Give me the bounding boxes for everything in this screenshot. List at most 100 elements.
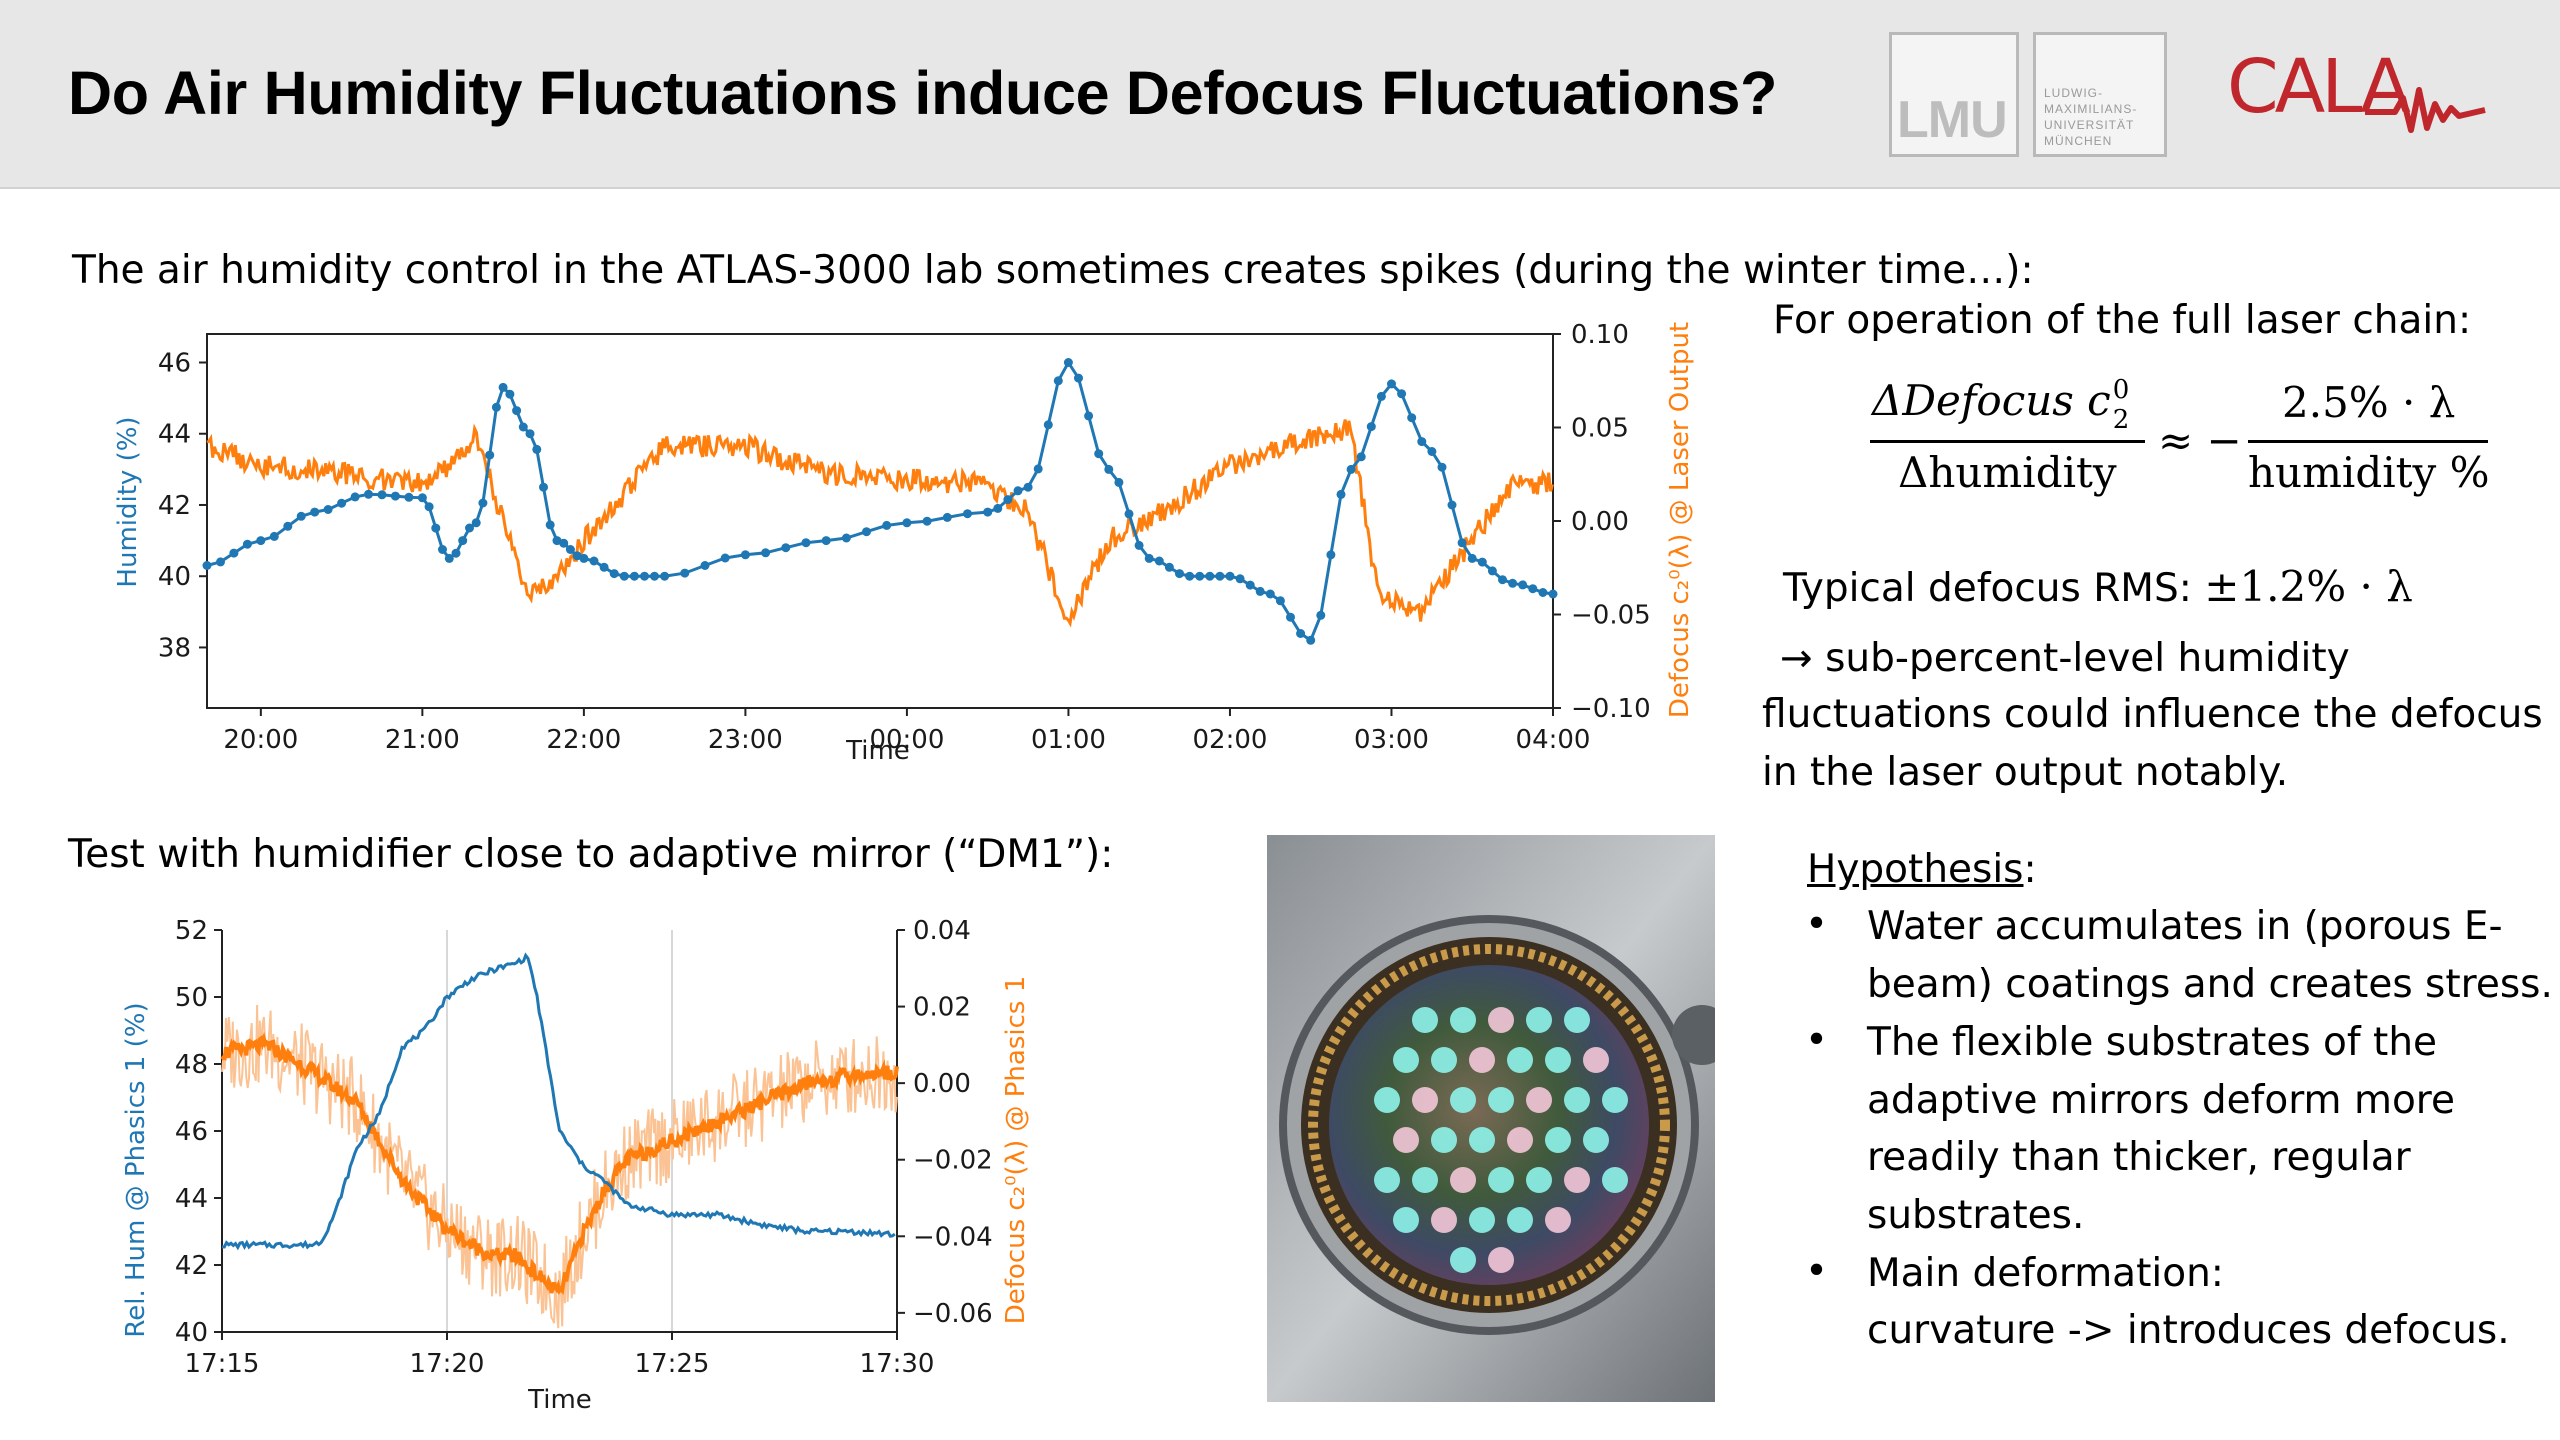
humidity-data-point (1356, 452, 1366, 462)
humidity-data-point (1538, 588, 1548, 597)
y-right-tick-label: 0.05 (1571, 414, 1629, 444)
humidity-data-point (512, 406, 522, 416)
hypothesis-item-line: readily than thicker, regular (1867, 1135, 2411, 1180)
humidity-data-point (609, 569, 619, 579)
lmu-logo: LMU (1889, 32, 2019, 157)
humidity-data-point (478, 498, 488, 508)
x-tick-label: 17:30 (860, 1349, 935, 1379)
y-left-tick-label: 46 (158, 348, 191, 378)
humidity-data-point (942, 512, 952, 522)
humidity-data-point (296, 511, 306, 521)
humidity-series-line (221, 952, 896, 1251)
humidity-data-point (1053, 376, 1063, 386)
x-tick-label: 17:25 (635, 1349, 710, 1379)
humidity-data-point (1195, 571, 1205, 581)
humidity-data-point (599, 562, 609, 572)
humidity-data-point (229, 548, 239, 558)
humidity-data-point (1518, 580, 1528, 590)
y-right-tick-label: 0.00 (1571, 507, 1629, 537)
humidity-data-point (629, 571, 639, 581)
humidity-data-point (1417, 437, 1427, 447)
y-right-tick-label: −0.10 (1571, 694, 1651, 724)
humidity-data-point (1225, 571, 1235, 581)
humidity-data-point (1255, 586, 1265, 596)
humidity-data-point (1023, 482, 1033, 492)
plot-frame (206, 333, 1554, 709)
lmu-name-line: UNIVERSITÄT (2044, 118, 2135, 132)
humidity-data-point (364, 489, 373, 499)
humidity-data-point (1427, 447, 1437, 456)
y-right-tick-label: 0.10 (1571, 320, 1629, 350)
humidity-data-point (269, 531, 279, 541)
humidity-data-point (377, 490, 387, 500)
defocus-series-line (220, 1031, 899, 1296)
humidity-data-point (242, 539, 252, 549)
humidity-data-point (1477, 557, 1487, 567)
humidity-data-point (444, 553, 454, 563)
humidity-data-point (1326, 550, 1336, 560)
actuator-dot (1583, 1047, 1609, 1073)
y-left-tick-label: 46 (175, 1117, 208, 1147)
eq-fraction-bar (2248, 440, 2488, 443)
x-tick-label: 02:00 (1192, 725, 1267, 755)
humidity-data-point (821, 536, 831, 546)
y-left-tick-label: 48 (175, 1050, 208, 1080)
humidity-data-point (532, 444, 542, 454)
actuator-dot (1507, 1047, 1533, 1073)
humidity-data-point (680, 568, 690, 578)
humidity-data-point (1205, 571, 1215, 581)
humidity-data-point (1306, 635, 1316, 645)
actuator-dot (1564, 1007, 1590, 1033)
actuator-dot (1450, 1007, 1476, 1033)
x-tick-label: 21:00 (385, 725, 460, 755)
humidifier-test-chart: 17:15 17:20 17:25 17:30 40 42 44 46 48 50 52 0.04 0.… (121, 916, 1031, 1415)
humidity-data-point (491, 402, 501, 412)
lmu-logo-text: LMU (1897, 91, 2008, 149)
actuator-dot (1469, 1127, 1495, 1153)
humidity-data-point (1043, 420, 1053, 430)
actuator-dot (1602, 1167, 1628, 1193)
actuator-dot (1450, 1087, 1476, 1113)
lmu-name-line: MAXIMILIANS- (2044, 102, 2138, 116)
defocus-series-line (206, 419, 1554, 628)
intro-text: The air humidity control in the ATLAS-30… (72, 248, 2034, 293)
humidity-data-point (983, 507, 993, 517)
humidity-data-point (1003, 495, 1013, 505)
actuator-dot (1469, 1047, 1495, 1073)
actuator-dot (1431, 1207, 1457, 1233)
humidity-data-point (1286, 612, 1295, 622)
humidity-data-point (458, 536, 468, 546)
humidity-data-point (650, 571, 659, 581)
actuator-dot (1374, 1087, 1400, 1113)
humidity-data-point (1487, 566, 1497, 576)
actuator-dot (1488, 1087, 1514, 1113)
hypothesis-item-line: adaptive mirrors deform more (1867, 1078, 2455, 1123)
actuator-dot (1450, 1247, 1476, 1273)
bullet-dot: • (1805, 1249, 1829, 1294)
y-left-tick-label: 38 (158, 633, 191, 663)
humidity-data-point (579, 553, 589, 563)
humidity-data-point (993, 503, 1003, 513)
humidity-data-point (640, 571, 649, 581)
humidity-data-point (862, 527, 871, 537)
conclusion-line: in the laser output notably. (1762, 750, 2289, 795)
actuator-dot (1393, 1047, 1419, 1073)
bullet-dot: • (1805, 1018, 1829, 1063)
y-right-tick-label: 0.04 (913, 916, 971, 946)
humidity-data-point (1275, 596, 1285, 606)
humidity-data-point (471, 518, 481, 528)
y-left-tick-label: 40 (175, 1318, 208, 1348)
actuator-dot (1545, 1207, 1571, 1233)
hypothesis-item-line: beam) coatings and creates stress. (1867, 962, 2553, 1007)
y-right-tick-label: 0.00 (913, 1069, 971, 1099)
y-right-tick-label: −0.06 (913, 1299, 993, 1329)
humidity-data-point (545, 520, 555, 530)
humidity-data-point (1124, 509, 1134, 519)
actuator-dot (1412, 1087, 1438, 1113)
humidity-data-point (498, 382, 508, 392)
eq-lhs-denominator: Δhumidity (1898, 448, 2117, 497)
humidity-data-point (700, 561, 710, 570)
humidity-data-point (438, 545, 447, 554)
actuator-dot (1488, 1167, 1514, 1193)
